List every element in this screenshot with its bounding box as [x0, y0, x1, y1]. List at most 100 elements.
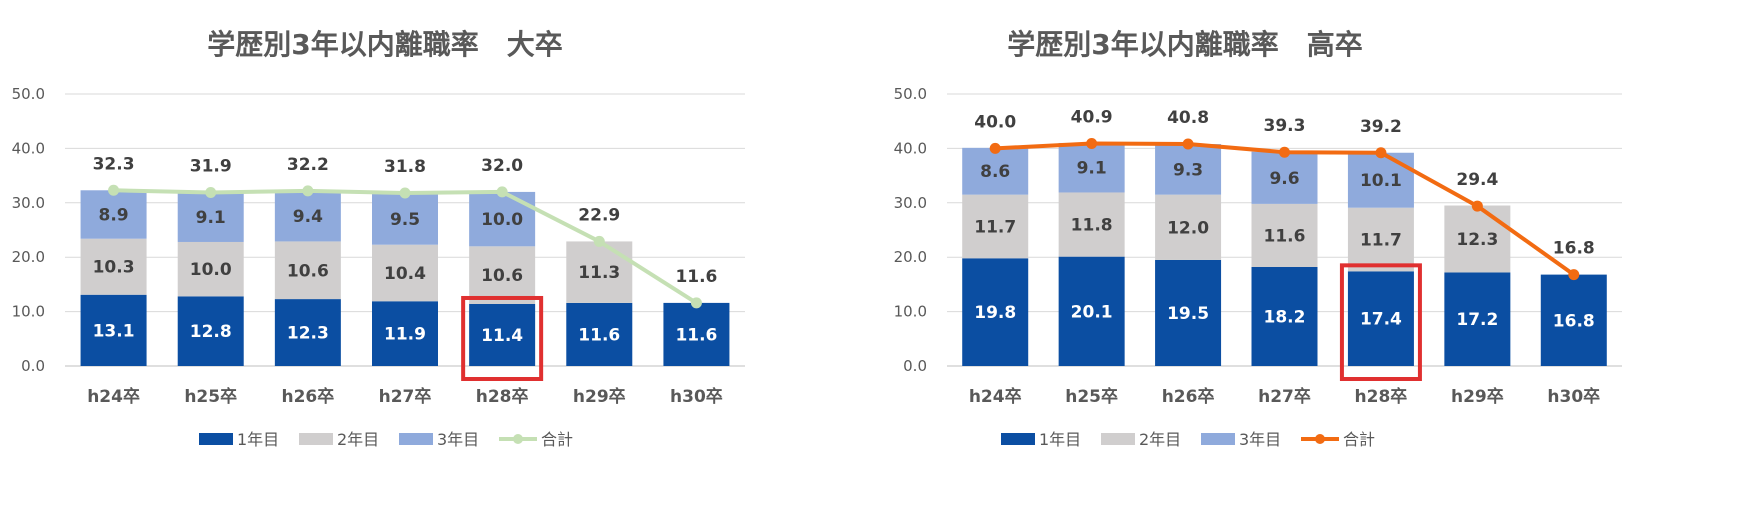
chart-title: 学歴別3年以内離職率 高卒: [1007, 28, 1362, 61]
data-label: 11.6: [675, 325, 717, 345]
data-label: 17.4: [1360, 310, 1402, 330]
data-label: 8.9: [99, 205, 129, 225]
data-label: 10.1: [1360, 171, 1402, 191]
total-point: [1375, 147, 1387, 159]
total-label: 40.0: [974, 112, 1016, 132]
x-tick-label: h26卒: [1162, 386, 1215, 407]
total-point: [302, 185, 314, 197]
total-point: [496, 186, 508, 198]
data-label: 12.0: [1167, 218, 1209, 238]
data-label: 17.2: [1456, 310, 1498, 330]
total-point: [1182, 138, 1194, 150]
data-label: 11.8: [1071, 216, 1113, 236]
y-tick-label: 0.0: [903, 357, 927, 375]
x-tick-label: h29卒: [573, 386, 626, 407]
bar-segment: [1155, 144, 1222, 195]
x-tick-label: h29卒: [1451, 386, 1504, 407]
legend-swatch: [1001, 433, 1035, 445]
bar-segment: [177, 296, 244, 366]
data-label: 11.7: [1360, 231, 1402, 251]
x-tick-label: h28卒: [1355, 386, 1408, 407]
total-label: 11.6: [675, 267, 717, 287]
total-point: [1086, 138, 1098, 150]
total-label: 32.0: [481, 156, 523, 176]
bar-segment: [1347, 271, 1414, 366]
data-label: 11.6: [578, 325, 620, 345]
data-label: 10.6: [287, 261, 329, 281]
y-tick-label: 10.0: [12, 303, 45, 321]
legend-label: 1年目: [237, 430, 279, 449]
bar-segment: [1444, 205, 1511, 273]
total-point: [690, 297, 702, 309]
total-label: 39.3: [1264, 116, 1306, 136]
data-label: 19.8: [974, 303, 1016, 323]
data-label: 10.4: [384, 264, 426, 284]
total-label: 31.9: [190, 156, 232, 176]
data-label: 13.1: [93, 321, 135, 341]
bar-segment: [1251, 266, 1318, 366]
data-label: 11.4: [481, 326, 523, 346]
data-label: 10.0: [190, 260, 232, 280]
bar-segment: [566, 241, 633, 303]
total-point: [593, 235, 605, 247]
highlight-box: [1339, 263, 1422, 381]
y-tick-label: 30.0: [894, 194, 927, 212]
bar-segment: [469, 246, 536, 304]
bar-segment: [469, 303, 536, 366]
bar-segment: [962, 147, 1029, 195]
bar-segment: [1058, 256, 1125, 366]
total-label: 16.8: [1553, 239, 1595, 259]
bar-segment: [1347, 207, 1414, 272]
total-label: 39.2: [1360, 117, 1402, 137]
total-label: 32.3: [93, 154, 135, 174]
y-tick-label: 20.0: [12, 248, 45, 266]
data-label: 9.4: [293, 207, 323, 227]
data-label: 19.5: [1167, 304, 1209, 324]
data-label: 8.6: [980, 162, 1010, 182]
legend-swatch: [199, 433, 233, 445]
data-label: 10.0: [481, 210, 523, 230]
bar-segment: [274, 299, 341, 366]
bar-segment: [1251, 203, 1318, 267]
bar-segment: [663, 302, 730, 366]
data-label: 12.8: [190, 322, 232, 342]
total-point: [989, 142, 1001, 154]
y-tick-label: 20.0: [894, 248, 927, 266]
bar-segment: [1540, 274, 1607, 366]
bar-segment: [962, 194, 1029, 259]
data-label: 9.3: [1173, 160, 1203, 180]
total-label: 22.9: [578, 205, 620, 225]
bar-segment: [1155, 194, 1222, 260]
bar-segment: [1444, 272, 1511, 366]
bar-segment: [80, 294, 147, 366]
data-label: 20.1: [1071, 302, 1113, 322]
bar-segment: [566, 302, 633, 366]
total-point: [1568, 269, 1580, 281]
data-label: 11.9: [384, 325, 426, 345]
x-tick-label: h26卒: [281, 386, 334, 407]
chart-title: 学歴別3年以内離職率 大卒: [207, 28, 562, 61]
y-tick-label: 10.0: [894, 303, 927, 321]
bar-segment: [962, 258, 1029, 366]
x-tick-label: h27卒: [1258, 386, 1311, 407]
data-label: 10.3: [93, 258, 135, 278]
bar-segment: [1058, 142, 1125, 193]
data-label: 9.5: [390, 210, 420, 230]
data-label: 12.3: [1456, 230, 1498, 250]
legend-marker: [513, 434, 523, 444]
bar-segment: [1155, 259, 1222, 366]
bar-segment: [372, 244, 438, 302]
legend-label: 合計: [541, 430, 573, 449]
data-label: 10.6: [481, 266, 523, 286]
bar-segment: [372, 301, 438, 366]
x-tick-label: h30卒: [670, 386, 723, 407]
x-tick-label: h27卒: [379, 386, 432, 407]
total-point: [399, 187, 411, 199]
legend-swatch: [399, 433, 433, 445]
bar-segment: [1347, 152, 1414, 208]
total-label: 40.8: [1167, 108, 1209, 128]
total-label: 32.2: [287, 155, 329, 175]
x-tick-label: h25卒: [184, 386, 237, 407]
data-label: 18.2: [1264, 307, 1306, 327]
